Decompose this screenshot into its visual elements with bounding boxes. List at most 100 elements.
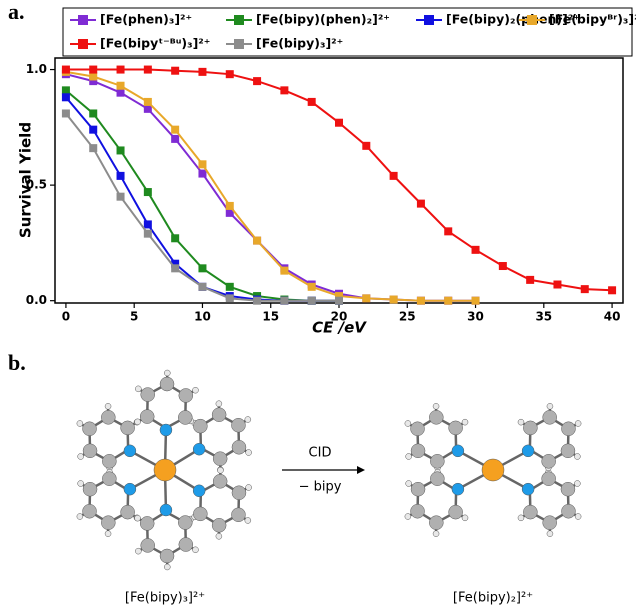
data-marker [198, 170, 206, 178]
data-marker [144, 230, 152, 238]
atom [405, 514, 411, 520]
atom [232, 440, 246, 454]
atom [160, 377, 174, 391]
data-marker [390, 172, 398, 180]
legend-swatch [424, 15, 434, 25]
atom [430, 472, 444, 486]
data-marker [581, 285, 589, 293]
atom [232, 486, 246, 500]
atom [231, 508, 245, 522]
atom [83, 504, 97, 518]
data-marker [226, 70, 234, 78]
legend-swatch [78, 15, 88, 25]
data-marker [171, 67, 179, 75]
y-tick-label: 0.5 [26, 178, 47, 192]
atom [462, 515, 468, 521]
atom [245, 517, 251, 523]
atom [135, 419, 141, 425]
atom [121, 505, 135, 519]
atom [164, 370, 170, 376]
data-marker [226, 202, 234, 210]
molecule-scheme [77, 370, 581, 570]
panel-label: b. [8, 350, 26, 375]
data-marker [89, 72, 97, 80]
atom [135, 386, 141, 392]
atom [518, 419, 524, 425]
atom [217, 467, 223, 473]
data-marker [144, 98, 152, 106]
data-marker [280, 297, 288, 305]
atom [212, 408, 226, 422]
legend-label: [Fe(bipy)₃]²⁺ [256, 36, 343, 51]
atom [121, 421, 135, 435]
data-marker [171, 126, 179, 134]
atom [433, 531, 439, 537]
data-marker [226, 283, 234, 291]
atom [77, 514, 83, 520]
data-marker [117, 172, 125, 180]
data-marker [62, 93, 70, 101]
data-marker [171, 135, 179, 143]
atom [154, 459, 176, 481]
data-marker [472, 246, 480, 254]
atom [83, 422, 97, 436]
atom [213, 452, 227, 466]
atom [141, 538, 155, 552]
atom [246, 450, 252, 456]
molecule-label: [Fe(bipy)₂]²⁺ [453, 591, 533, 606]
atom [193, 507, 207, 521]
arrow-label: − bipy [299, 480, 342, 495]
figure: a. b. CE /eV Survival Yield CID − bipy [… [0, 0, 636, 610]
legend-swatch [234, 15, 244, 25]
atom [140, 410, 154, 424]
atom [160, 424, 172, 436]
data-marker [253, 77, 261, 85]
atom [160, 504, 172, 516]
atom [101, 516, 115, 530]
legend-label: [Fe(phen)₃]²⁺ [100, 12, 192, 27]
atom [449, 505, 463, 519]
atom [179, 538, 193, 552]
data-marker [472, 297, 480, 305]
atom [429, 516, 443, 530]
data-marker [198, 160, 206, 168]
x-tick-label: 30 [467, 310, 484, 324]
data-marker [444, 227, 452, 235]
legend-swatch [527, 15, 537, 25]
data-marker [308, 297, 316, 305]
atom [178, 516, 192, 530]
atom [101, 410, 115, 424]
data-marker [308, 283, 316, 291]
atom [406, 453, 412, 459]
atom [547, 403, 553, 409]
data-marker [526, 276, 534, 284]
atom [406, 481, 412, 487]
legend-swatch [234, 39, 244, 49]
data-marker [335, 297, 343, 305]
data-marker [226, 294, 234, 302]
atom [192, 547, 198, 553]
atom [78, 453, 84, 459]
atom [193, 443, 205, 455]
atom [561, 504, 575, 518]
atom [231, 418, 245, 432]
atom [245, 417, 251, 423]
data-marker [608, 286, 616, 294]
data-marker [308, 98, 316, 106]
legend-label: [Fe(bipy)(phen)₂]²⁺ [256, 12, 390, 27]
atom [405, 420, 411, 426]
data-marker [89, 109, 97, 117]
atom [452, 483, 464, 495]
data-marker [417, 200, 425, 208]
data-marker [117, 89, 125, 97]
atom [575, 420, 581, 426]
panel-label: a. [8, 0, 25, 24]
data-marker [89, 126, 97, 134]
data-marker [171, 264, 179, 272]
atom [164, 564, 170, 570]
x-tick-label: 35 [535, 310, 552, 324]
atom [141, 388, 155, 402]
atom [193, 419, 207, 433]
atom [102, 454, 116, 468]
data-marker [144, 220, 152, 228]
